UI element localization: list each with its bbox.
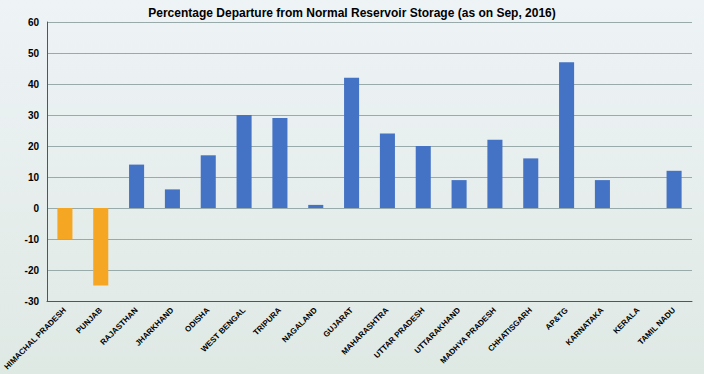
svg-text:MAHARASHTRA: MAHARASHTRA [339,305,391,357]
svg-text:Percentage Departure from Norm: Percentage Departure from Normal Reservo… [148,6,555,20]
svg-text:-30: -30 [25,296,40,307]
svg-text:20: 20 [28,141,40,152]
svg-text:50: 50 [28,48,40,59]
svg-text:WEST BENGAL: WEST BENGAL [199,306,247,354]
svg-text:ODISHA: ODISHA [183,306,211,334]
svg-text:0: 0 [33,203,39,214]
svg-text:KARNATAKA: KARNATAKA [564,306,606,348]
svg-text:HIMACHAL PRADESH: HIMACHAL PRADESH [3,306,69,372]
svg-text:60: 60 [28,17,40,28]
svg-text:CHHATISGARH: CHHATISGARH [486,306,534,354]
svg-text:UTTAR PRADESH: UTTAR PRADESH [372,305,427,361]
svg-text:MADHYA PRADESH: MADHYA PRADESH [439,306,499,366]
svg-text:10: 10 [28,172,40,183]
svg-text:-10: -10 [25,234,40,245]
svg-text:-20: -20 [25,265,40,276]
svg-text:UTTARAKHAND: UTTARAKHAND [412,305,463,356]
svg-text:30: 30 [28,110,40,121]
svg-text:AP&TG: AP&TG [544,306,570,332]
svg-text:PUNJAB: PUNJAB [74,306,104,336]
svg-text:KERALA: KERALA [612,306,642,336]
svg-text:TRIPURA: TRIPURA [252,306,284,338]
svg-text:40: 40 [28,79,40,90]
svg-text:TAMIL NADU: TAMIL NADU [636,306,677,347]
svg-text:RAJASTHAN: RAJASTHAN [98,305,140,347]
svg-text:NAGALAND: NAGALAND [280,306,319,345]
svg-text:GUJARAT: GUJARAT [322,306,355,339]
svg-text:JHARKHAND: JHARKHAND [133,306,175,348]
